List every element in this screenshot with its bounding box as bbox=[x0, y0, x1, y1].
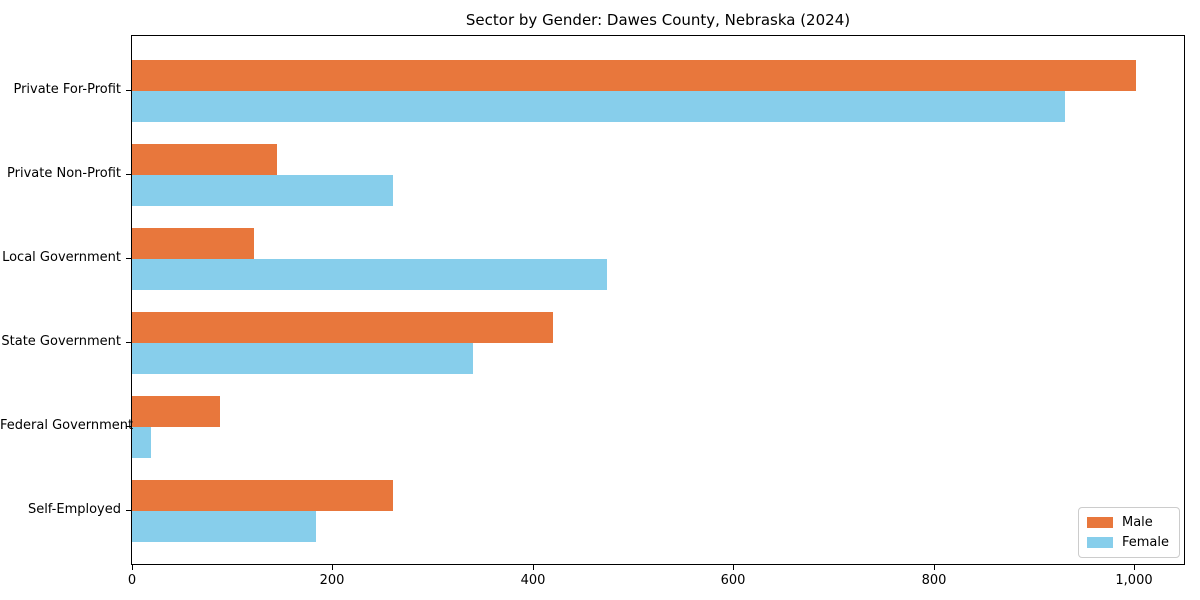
chart-title: Sector by Gender: Dawes County, Nebraska… bbox=[465, 11, 851, 29]
y-axis-tick bbox=[126, 90, 131, 91]
male-bar-self-employed bbox=[132, 480, 393, 511]
male-bar-private-for-profit bbox=[132, 60, 1136, 91]
female-bar-federal-government bbox=[132, 427, 151, 458]
legend-item-female: Female bbox=[1086, 535, 1169, 550]
y-axis-tick bbox=[126, 510, 131, 511]
y-axis-label-private-non-profit: Private Non-Profit bbox=[7, 166, 121, 181]
plot-area bbox=[131, 35, 1185, 565]
y-axis-tick bbox=[126, 258, 131, 259]
female-bar-private-for-profit bbox=[132, 91, 1065, 122]
female-bar-private-non-profit bbox=[132, 175, 393, 206]
y-axis-label-federal-government: Federal Government bbox=[0, 418, 134, 433]
male-swatch bbox=[1086, 517, 1113, 528]
male-bar-private-non-profit bbox=[132, 144, 277, 175]
legend: Male Female bbox=[1077, 507, 1180, 558]
x-axis-tick bbox=[132, 565, 133, 570]
y-axis-tick bbox=[126, 342, 131, 343]
male-bar-local-government bbox=[132, 228, 254, 259]
legend-label-female: Female bbox=[1121, 535, 1169, 550]
x-axis-tick-label: 0 bbox=[127, 573, 137, 588]
legend-label-male: Male bbox=[1121, 515, 1153, 530]
male-bar-state-government bbox=[132, 312, 553, 343]
legend-item-male: Male bbox=[1086, 515, 1169, 530]
y-axis-label-local-government: Local Government bbox=[2, 250, 121, 265]
x-axis-tick-label: 1,000 bbox=[1115, 573, 1153, 588]
x-axis-tick bbox=[733, 565, 734, 570]
x-axis-tick bbox=[1134, 565, 1135, 570]
female-bar-self-employed bbox=[132, 511, 316, 542]
female-bar-state-government bbox=[132, 343, 473, 374]
x-axis-tick bbox=[332, 565, 333, 570]
female-swatch bbox=[1086, 537, 1113, 548]
female-bar-local-government bbox=[132, 259, 607, 290]
x-axis-tick-label: 800 bbox=[921, 573, 947, 588]
male-bar-federal-government bbox=[132, 396, 220, 427]
y-axis-label-state-government: State Government bbox=[1, 334, 121, 349]
x-axis-tick bbox=[934, 565, 935, 570]
x-axis-tick bbox=[533, 565, 534, 570]
y-axis-tick bbox=[126, 174, 131, 175]
y-axis-tick bbox=[126, 426, 131, 427]
y-axis-label-self-employed: Self-Employed bbox=[27, 502, 121, 517]
y-axis-label-private-for-profit: Private For-Profit bbox=[13, 82, 121, 97]
x-axis-tick-label: 200 bbox=[319, 573, 345, 588]
x-axis-tick-label: 600 bbox=[720, 573, 746, 588]
x-axis-tick-label: 400 bbox=[520, 573, 546, 588]
